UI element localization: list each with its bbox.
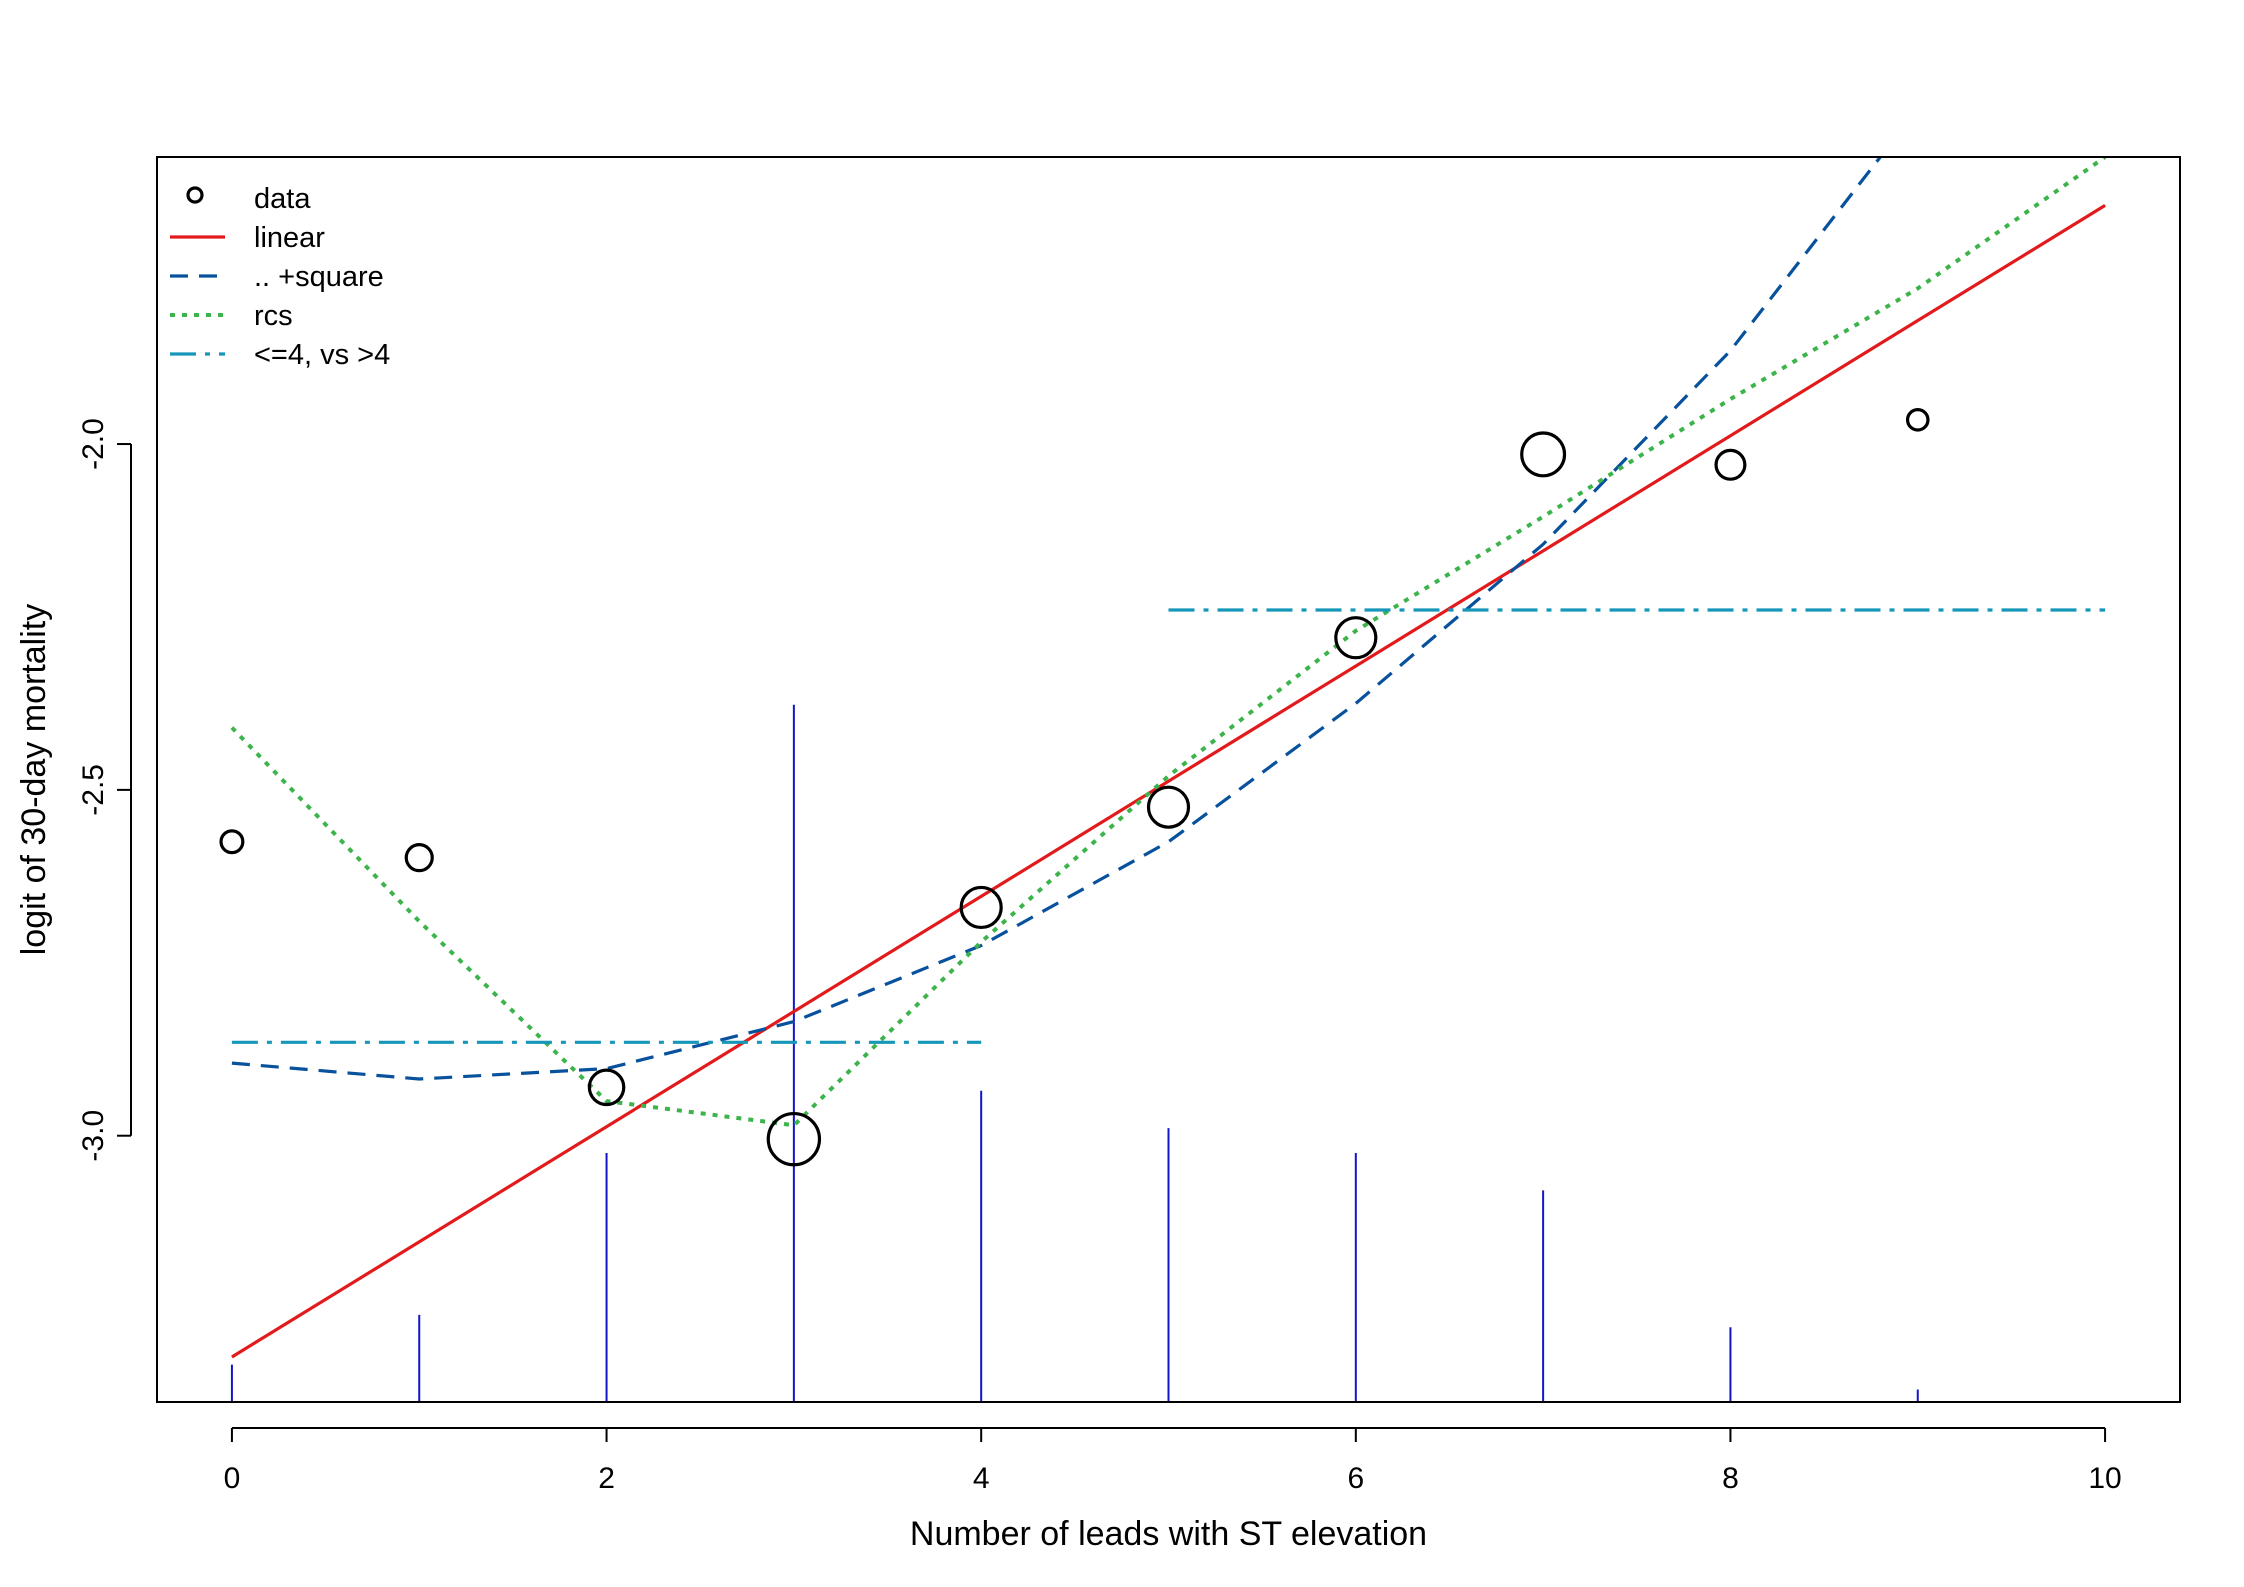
data-point bbox=[1146, 785, 1191, 829]
y-tick-label: -3.0 bbox=[77, 1110, 110, 1162]
legend: data linear .. +square rcs <=4, vs >4 bbox=[170, 183, 390, 371]
x-tick-label: 0 bbox=[224, 1462, 241, 1495]
legend-item-step: <=4, vs >4 bbox=[170, 339, 390, 371]
data-point bbox=[587, 1068, 626, 1107]
x-tick-label: 8 bbox=[1722, 1462, 1739, 1495]
legend-label-step: <=4, vs >4 bbox=[254, 339, 390, 371]
plot-area bbox=[219, 157, 2107, 1402]
data-point bbox=[959, 885, 1003, 930]
legend-label-data: data bbox=[254, 183, 311, 215]
legend-item-linear: linear bbox=[170, 222, 325, 254]
legend-label-square: .. +square bbox=[254, 261, 384, 293]
data-point bbox=[1714, 448, 1747, 481]
y-tick-label: -2.5 bbox=[77, 764, 110, 816]
x-tick-label: 2 bbox=[598, 1462, 615, 1495]
x-axis-title: Number of leads with ST elevation bbox=[910, 1515, 1427, 1553]
series-line-square bbox=[231, 157, 1882, 1081]
series-line-linear bbox=[231, 204, 2106, 1359]
plot-border bbox=[156, 156, 2181, 1403]
axis-layer: 0 2 4 6 8 10 -3.0 -2.5 -2.0 Number of leads with … bbox=[15, 156, 2181, 1553]
legend-item-rcs: rcs bbox=[170, 300, 293, 332]
plot-layer bbox=[219, 157, 2107, 1402]
x-tick-label: 6 bbox=[1347, 1462, 1364, 1495]
legend-label-linear: linear bbox=[254, 222, 325, 254]
data-point bbox=[1905, 408, 1930, 432]
data-point bbox=[766, 1111, 822, 1167]
legend-marker-data bbox=[186, 186, 204, 204]
series-line-rcs bbox=[230, 157, 2107, 1128]
x-tick-label: 4 bbox=[973, 1462, 990, 1495]
data-point bbox=[404, 843, 434, 873]
x-tick-label: 10 bbox=[2088, 1462, 2121, 1495]
data-point bbox=[219, 829, 245, 855]
legend-item-square: .. +square bbox=[170, 261, 384, 293]
y-tick-label: -2.0 bbox=[77, 418, 110, 470]
legend-label-rcs: rcs bbox=[254, 300, 293, 332]
legend-item-data: data bbox=[186, 183, 311, 215]
data-point bbox=[1334, 616, 1378, 660]
data-point bbox=[1520, 431, 1567, 478]
y-axis-title: logit of 30-day mortality bbox=[15, 604, 53, 956]
